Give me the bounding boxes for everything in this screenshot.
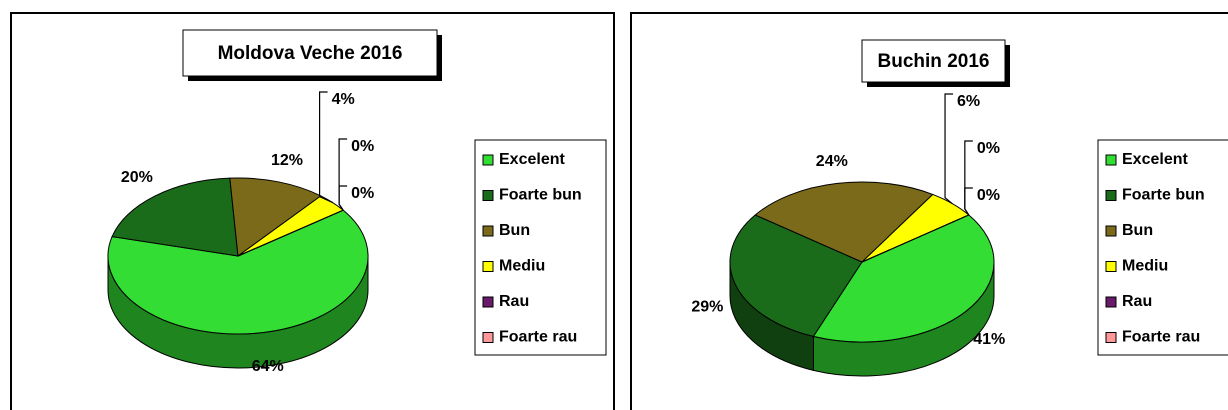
legend-label: Foarte bun [499,187,582,204]
legend-swatch [482,225,494,237]
data-label: 6% [957,93,980,110]
title-box [182,29,438,77]
legend-label: Bun [499,222,530,239]
leader-line [338,185,348,211]
data-label: 20% [121,169,153,186]
legend-swatch [482,332,494,343]
legend-label: Mediu [499,258,545,275]
pie-slice [107,209,369,335]
leader-line [319,91,334,204]
legend-label: Bun [1122,222,1153,239]
legend-box [1097,139,1228,356]
legend-label: Rau [499,293,529,310]
leader-line [964,187,973,216]
data-label: 29% [691,299,723,316]
legend-label: Foarte rau [499,329,577,346]
data-label: 0% [977,140,1000,157]
pie-slice [729,214,863,337]
data-label: 4% [332,91,355,108]
leader-line [944,93,954,205]
legend-swatch [1105,296,1117,308]
legend-label: Mediu [1122,258,1168,275]
legend-label: Foarte bun [1122,187,1205,204]
data-label: 0% [351,185,374,202]
legend-label: Excelent [499,151,565,168]
pie-slice [812,214,995,343]
data-label: 41% [973,331,1005,348]
pie-slice [111,177,239,257]
legend-swatch [1105,190,1117,201]
legend-box [474,139,607,356]
data-label: 0% [351,138,374,155]
legend-swatch [482,296,494,308]
data-label: 12% [271,152,303,169]
title-box [861,39,1006,83]
legend-label: Foarte rau [1122,329,1200,346]
legend-swatch [1105,154,1117,166]
legend-swatch [482,261,494,272]
pie-slice [754,181,934,263]
legend-swatch [482,154,494,166]
chart-title: Buchin 2016 [878,51,990,72]
pie-slice [861,214,969,263]
data-label: 24% [816,153,848,170]
legend-swatch [1105,225,1117,237]
legend-label: Rau [1122,293,1152,310]
data-label: 64% [252,358,284,375]
legend-swatch [1105,261,1117,272]
legend-label: Excelent [1122,151,1188,168]
data-label: 0% [977,187,1000,204]
chart-title: Moldova Veche 2016 [218,43,403,64]
legend-swatch [1105,332,1117,343]
pie-slice [229,177,322,257]
legend-swatch [482,190,494,201]
pie-slice [237,209,344,257]
